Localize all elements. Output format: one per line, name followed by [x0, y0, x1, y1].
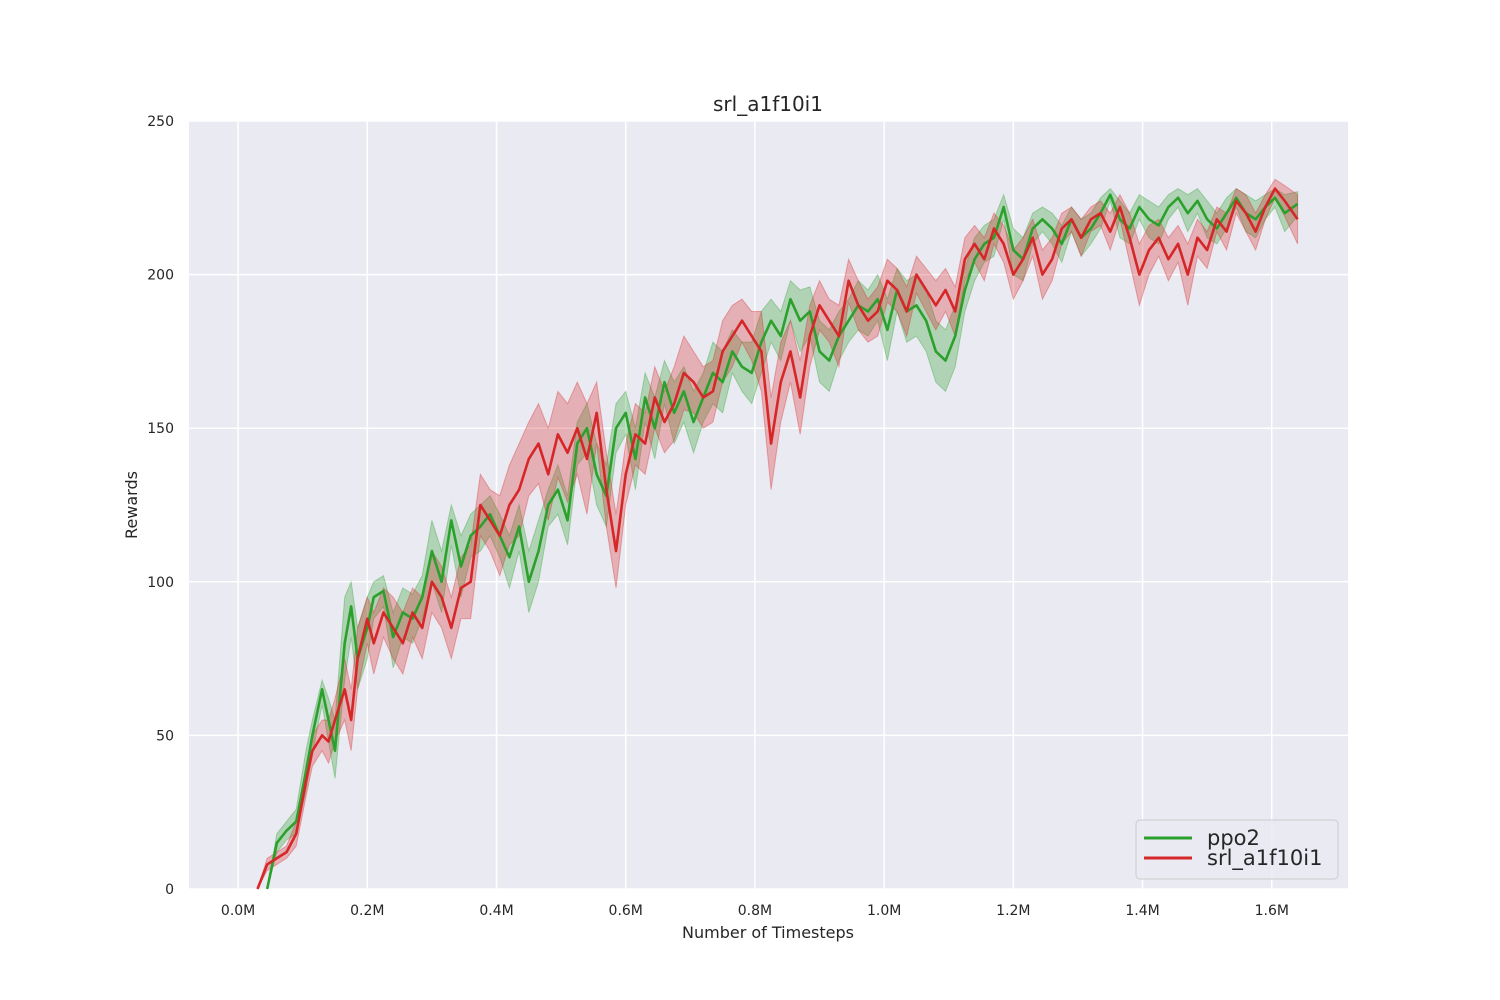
- grid: [189, 120, 1348, 890]
- y-axis-ticks: 0 50 100 150 200 250: [147, 114, 174, 898]
- x-tick-label: 1.6M: [1255, 903, 1289, 919]
- legend: ppo2 srl_a1f10i1: [1135, 819, 1339, 880]
- x-tick-label: 1.4M: [1125, 903, 1159, 919]
- x-tick-label: 1.2M: [996, 903, 1030, 919]
- x-tick-label: 0.0M: [221, 903, 255, 919]
- line-srl-a1f10i1: [256, 187, 1299, 890]
- x-tick-label: 0.6M: [609, 903, 643, 919]
- legend-box: [1135, 819, 1339, 880]
- plot-background: [189, 121, 1348, 889]
- line-ppo2: [265, 193, 1299, 890]
- series-lines: [256, 187, 1299, 890]
- x-tick-label: 0.8M: [738, 903, 772, 919]
- x-axis-ticks: 0.0M 0.2M 0.4M 0.6M 0.8M 1.0M 1.2M 1.4M 1.6M: [221, 903, 1289, 919]
- y-tick-label: 0: [165, 882, 174, 898]
- y-tick-label: 250: [147, 114, 174, 130]
- y-axis-label: Rewards: [122, 471, 141, 539]
- chart-title: srl_a1f10i1: [713, 92, 823, 116]
- y-tick-label: 50: [156, 728, 174, 744]
- y-tick-label: 200: [147, 268, 174, 284]
- x-tick-label: 0.4M: [479, 903, 513, 919]
- y-tick-label: 100: [147, 575, 174, 591]
- legend-label-ppo2: ppo2: [1207, 826, 1260, 850]
- y-tick-label: 150: [147, 421, 174, 437]
- x-axis-label: Number of Timesteps: [682, 923, 854, 942]
- legend-label-srl-a1f10i1: srl_a1f10i1: [1207, 846, 1322, 871]
- x-tick-label: 0.2M: [350, 903, 384, 919]
- x-tick-label: 1.0M: [867, 903, 901, 919]
